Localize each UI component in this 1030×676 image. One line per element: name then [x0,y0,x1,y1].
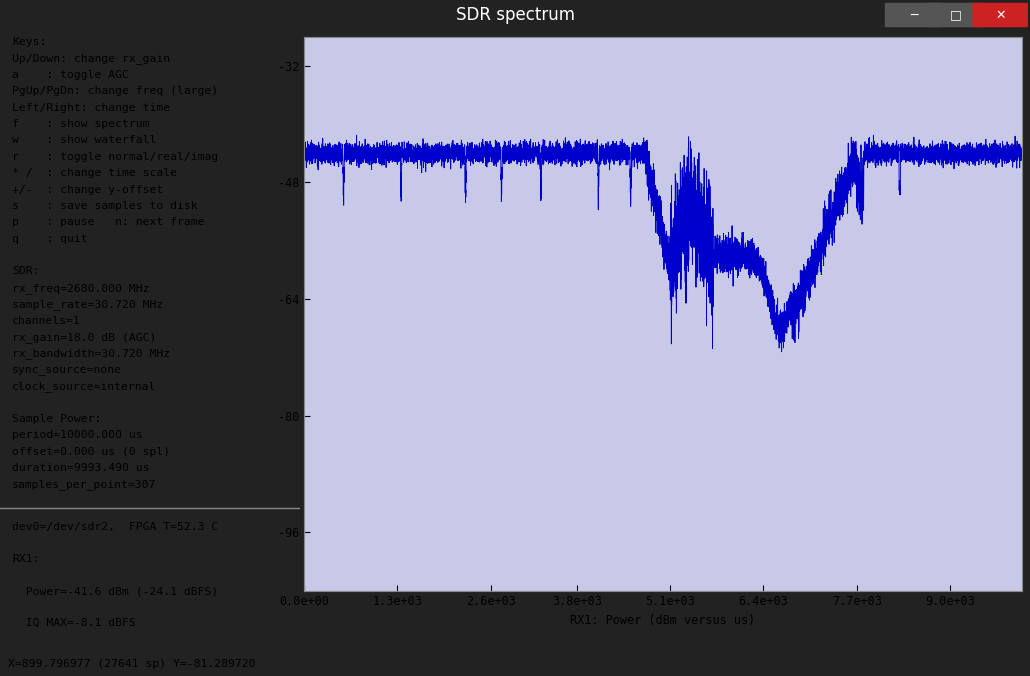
Text: ─: ─ [909,9,918,22]
Text: r    : toggle normal/real/imag: r : toggle normal/real/imag [12,152,218,162]
Text: ✕: ✕ [996,9,1006,22]
Text: RX1:: RX1: [12,554,39,564]
Text: Left/Right: change time: Left/Right: change time [12,103,170,113]
Text: rx_freq=2680.000 MHz: rx_freq=2680.000 MHz [12,283,149,293]
Text: w    : show waterfall: w : show waterfall [12,135,157,145]
Text: * /  : change time scale: * / : change time scale [12,168,177,178]
Text: □: □ [950,9,962,22]
Text: samples_per_point=307: samples_per_point=307 [12,479,157,490]
Text: Keys:: Keys: [12,37,46,47]
Text: SDR:: SDR: [12,266,39,276]
Text: sync_source=none: sync_source=none [12,365,122,375]
Text: PgUp/PgDn: change freq (large): PgUp/PgDn: change freq (large) [12,87,218,96]
Text: SDR spectrum: SDR spectrum [455,6,575,24]
Text: Up/Down: change rx_gain: Up/Down: change rx_gain [12,53,170,64]
Text: X=899.796977 (27641 sp) Y=-81.289720: X=899.796977 (27641 sp) Y=-81.289720 [8,659,255,669]
FancyBboxPatch shape [885,3,940,27]
Text: a    : toggle AGC: a : toggle AGC [12,70,129,80]
Text: IQ MAX=-8.1 dBFS: IQ MAX=-8.1 dBFS [12,618,136,628]
Text: sample_rate=30.720 MHz: sample_rate=30.720 MHz [12,299,163,310]
Text: s    : save samples to disk: s : save samples to disk [12,201,198,211]
Text: channels=1: channels=1 [12,316,80,326]
Text: period=10000.000 us: period=10000.000 us [12,430,142,440]
Text: duration=9993.490 us: duration=9993.490 us [12,463,149,473]
Text: +/-  : change y-offset: +/- : change y-offset [12,185,163,195]
X-axis label: RX1: Power (dBm versus us): RX1: Power (dBm versus us) [571,614,756,627]
Text: Power=-41.6 dBm (-24.1 dBFS): Power=-41.6 dBm (-24.1 dBFS) [12,586,218,596]
Text: q    : quit: q : quit [12,234,88,243]
Text: Sample Power:: Sample Power: [12,414,101,424]
Text: f    : show spectrum: f : show spectrum [12,119,149,129]
FancyBboxPatch shape [972,3,1028,27]
Text: offset=0.000 us (0 spl): offset=0.000 us (0 spl) [12,447,170,456]
Text: p    : pause   n: next frame: p : pause n: next frame [12,217,205,227]
Text: dev0=/dev/sdr2,  FPGA T=52.3 C: dev0=/dev/sdr2, FPGA T=52.3 C [12,523,218,533]
Text: rx_gain=18.0 dB (AGC): rx_gain=18.0 dB (AGC) [12,332,157,343]
FancyBboxPatch shape [927,3,983,27]
Text: rx_bandwidth=30.720 MHz: rx_bandwidth=30.720 MHz [12,348,170,359]
Text: clock_source=internal: clock_source=internal [12,381,157,392]
